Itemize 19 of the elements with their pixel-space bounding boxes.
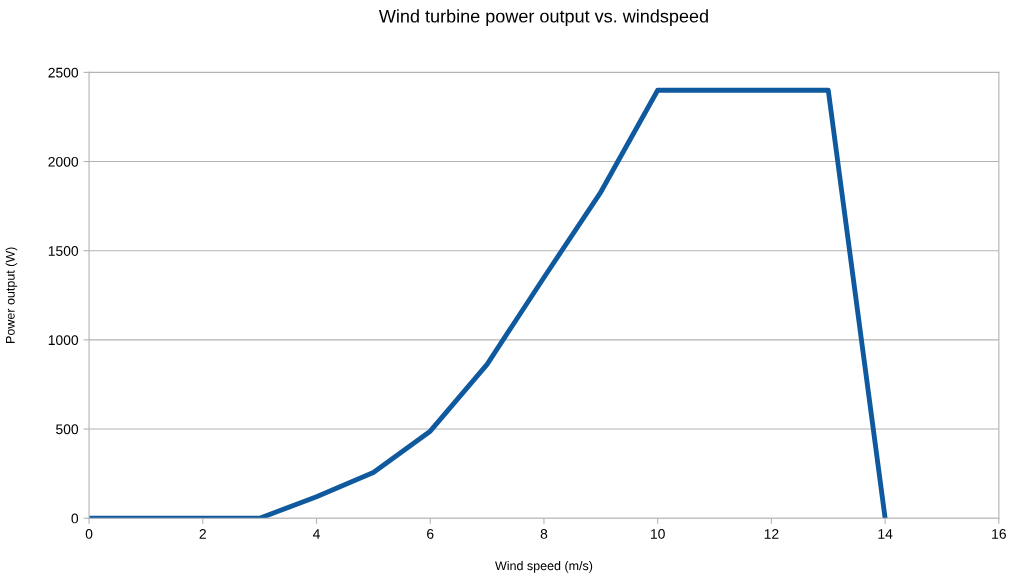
- x-tick-label: 0: [85, 528, 93, 539]
- x-tick-label: 16: [992, 528, 1006, 539]
- chart-title: Wind turbine power output vs. windspeed: [378, 9, 708, 27]
- x-tick-label: 8: [540, 528, 548, 539]
- y-tick-label: 0: [71, 513, 79, 524]
- y-tick-label: 500: [56, 424, 79, 435]
- y-tick-label: 1500: [48, 246, 79, 256]
- line-series: [89, 87, 888, 519]
- x-tick-label: 6: [427, 528, 434, 539]
- y-tick-label: 2500: [48, 67, 79, 78]
- y-tick-label: 2000: [48, 156, 79, 167]
- x-axis-title: Wind speed (m/s): [495, 561, 593, 573]
- x-tick-label: 2: [199, 528, 206, 539]
- x-tick-label: 4: [312, 529, 320, 539]
- x-tick-label: 12: [764, 528, 779, 539]
- x-tick-label: 10: [651, 528, 665, 539]
- y-axis-title: Power output (W): [5, 247, 18, 343]
- y-tick-label: 1000: [48, 335, 79, 346]
- x-tick-label: 14: [878, 529, 893, 539]
